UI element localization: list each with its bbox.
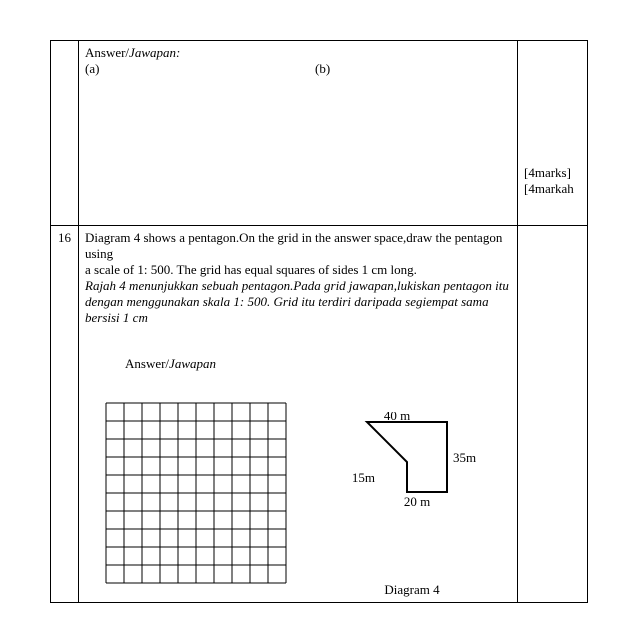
q16-body-cell: Diagram 4 shows a pentagon.On the grid i… bbox=[79, 226, 518, 603]
q16-my-line3: bersisi 1 cm bbox=[85, 310, 511, 326]
marks-en: [4marks] bbox=[524, 165, 581, 181]
marks-my: [4markah bbox=[524, 181, 581, 197]
q16-number: 16 bbox=[51, 226, 79, 603]
marks-cell: [4marks] [4markah bbox=[518, 41, 588, 226]
answer-grid bbox=[105, 402, 287, 584]
q16-my-line1: Rajah 4 menunjukkan sebuah pentagon.Pada… bbox=[85, 278, 511, 294]
q16-answer-label: Answer/ bbox=[125, 356, 169, 371]
row-q16: 16 Diagram 4 shows a pentagon.On the gri… bbox=[51, 226, 588, 603]
diagram-caption: Diagram 4 bbox=[327, 582, 497, 598]
answer-header: Answer/ bbox=[85, 45, 129, 60]
svg-text:20 m: 20 m bbox=[404, 494, 430, 509]
q16-en-line2: a scale of 1: 500. The grid has equal sq… bbox=[85, 262, 511, 278]
worksheet-table: Answer/Jawapan: (a) (b) [4marks] [4marka… bbox=[50, 40, 588, 603]
svg-text:35m: 35m bbox=[453, 450, 476, 465]
q16-answer-label-italic: Jawapan bbox=[169, 356, 216, 371]
q16-my-line2: dengan menggunakan skala 1: 500. Grid it… bbox=[85, 294, 511, 310]
qnum-cell-empty bbox=[51, 41, 79, 226]
grid-svg bbox=[105, 402, 287, 584]
answer-header-italic: Jawapan: bbox=[129, 45, 180, 60]
pentagon-svg: 40 m 35m 20 m 15m bbox=[327, 412, 497, 572]
pentagon-diagram: 40 m 35m 20 m 15m Diagram 4 bbox=[327, 412, 497, 598]
part-b-label: (b) bbox=[315, 61, 330, 77]
q16-en-line1: Diagram 4 shows a pentagon.On the grid i… bbox=[85, 230, 511, 262]
answer-ab-cell: Answer/Jawapan: (a) (b) bbox=[79, 41, 518, 226]
part-a-label: (a) bbox=[85, 61, 315, 77]
svg-text:15m: 15m bbox=[352, 470, 375, 485]
svg-text:40 m: 40 m bbox=[384, 412, 410, 423]
row-answer-ab: Answer/Jawapan: (a) (b) [4marks] [4marka… bbox=[51, 41, 588, 226]
q16-marks-cell bbox=[518, 226, 588, 603]
